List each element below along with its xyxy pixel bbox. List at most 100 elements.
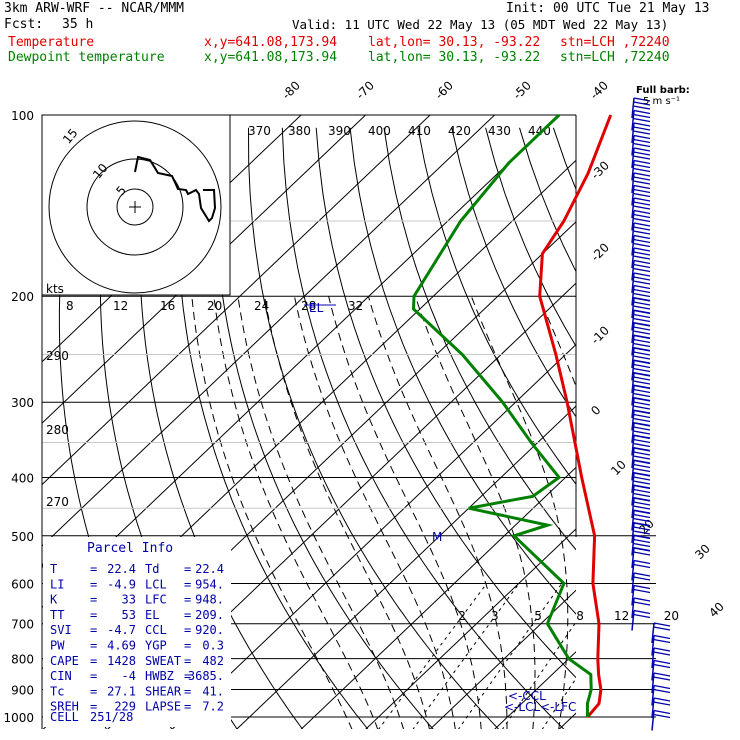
theta-label: 400 bbox=[368, 124, 391, 138]
moist-adiabat-line bbox=[213, 296, 379, 729]
wind-barb bbox=[631, 197, 651, 219]
speed-tick-label: 20 bbox=[207, 299, 222, 313]
temperature-xy: x,y=641.08,173.94 bbox=[204, 35, 338, 50]
wind-barb bbox=[651, 672, 671, 694]
parcel-key: SVI bbox=[50, 623, 72, 637]
isotherm-label: -20 bbox=[588, 240, 612, 264]
dry-adiabat-line bbox=[281, 127, 565, 729]
parcel-info-box: Parcel Info T = 22.4 Td = 22.4 LI = -4.9 LCL = 954.… bbox=[43, 537, 231, 727]
parcel-value: 209. bbox=[195, 608, 224, 622]
marker-m: M bbox=[432, 530, 442, 544]
isotherm-line bbox=[300, 466, 576, 729]
parcel-value: 22.4 bbox=[107, 562, 136, 576]
isotherm-line bbox=[494, 651, 576, 729]
parcel-key: YGP bbox=[145, 639, 167, 653]
fcst-value: 35 h bbox=[62, 17, 94, 32]
wind-barb bbox=[631, 597, 651, 619]
parcel-value: 948. bbox=[195, 593, 224, 607]
parcel-key: LAPSE bbox=[145, 700, 181, 714]
pressure-label-600: 600 bbox=[11, 577, 34, 591]
parcel-key: Td bbox=[145, 562, 159, 576]
pressure-label-700: 700 bbox=[11, 618, 34, 632]
hodograph-trace bbox=[134, 155, 217, 223]
parcel-eq: = bbox=[90, 562, 97, 576]
theta-label: 420 bbox=[448, 124, 471, 138]
parcel-key: EL bbox=[145, 608, 159, 622]
parcel-key: K bbox=[50, 593, 58, 607]
parcel-key: PW bbox=[50, 639, 65, 653]
parcel-cell-label: CELL bbox=[50, 710, 79, 724]
parcel-eq: = bbox=[184, 593, 191, 607]
marker-el: EL bbox=[309, 301, 324, 315]
mixing-ratio-line bbox=[458, 583, 563, 729]
parcel-value: 229 bbox=[114, 700, 136, 714]
isotherm-label: -10 bbox=[588, 323, 612, 347]
isotherm-label: 40 bbox=[706, 599, 727, 620]
dry-adiabat-line bbox=[587, 128, 740, 730]
pressure-label-200: 200 bbox=[11, 290, 34, 304]
mixing-ratio-label: 8 bbox=[576, 609, 584, 623]
mixing-ratio-lines bbox=[378, 583, 689, 729]
parcel-eq: = bbox=[90, 639, 97, 653]
parcel-key: CAPE bbox=[50, 654, 79, 668]
wind-barb bbox=[631, 184, 651, 206]
isotherm-label: 10 bbox=[608, 457, 629, 478]
mixing-ratio-line bbox=[594, 583, 689, 729]
dry-adiabat-line bbox=[176, 127, 369, 729]
parcel-eq: = bbox=[184, 562, 191, 576]
theta-labels: 370 380 390 400 410 420 430 440 bbox=[248, 124, 551, 138]
dewpoint-latlon: lat,lon= 30.13, -93.22 bbox=[368, 50, 541, 65]
theta-label: 430 bbox=[488, 124, 511, 138]
moist-adiabat-line bbox=[414, 296, 536, 729]
theta-label: 410 bbox=[408, 124, 431, 138]
moist-adiabat-line bbox=[328, 296, 482, 729]
hodograph-ring-15 bbox=[48, 120, 222, 294]
mixing-ratio-line bbox=[378, 583, 488, 729]
dewpoint-xy: x,y=641.08,173.94 bbox=[204, 50, 338, 65]
pressure-label-800: 800 bbox=[11, 653, 34, 667]
barb-key-line2: 5 m s⁻¹ bbox=[643, 96, 680, 107]
parcel-value: 41. bbox=[202, 684, 224, 698]
wind-barb bbox=[631, 609, 651, 631]
dewpoint-profile bbox=[411, 113, 593, 718]
moist-adiabat-lines bbox=[191, 296, 576, 729]
dry-adiabat-line bbox=[383, 127, 576, 551]
wind-barb bbox=[631, 259, 651, 281]
moist-adiabat-line bbox=[237, 296, 405, 729]
wind-barb bbox=[631, 97, 651, 119]
wind-barb bbox=[631, 247, 651, 269]
dry-adiabat-line bbox=[689, 128, 740, 730]
parcel-eq: = bbox=[90, 669, 97, 683]
parcel-eq: = bbox=[184, 654, 191, 668]
wind-barb bbox=[631, 559, 651, 581]
parcel-key: HWBZ bbox=[145, 669, 174, 683]
wind-barb bbox=[631, 234, 651, 256]
pressure-label-900: 900 bbox=[11, 683, 34, 697]
parcel-value: -4.7 bbox=[107, 623, 136, 637]
parcel-key: CIN bbox=[50, 669, 72, 683]
parcel-value: 0.3 bbox=[202, 639, 224, 653]
parcel-eq: = bbox=[184, 623, 191, 637]
hodograph-ring-10 bbox=[86, 158, 184, 256]
parcel-eq: = bbox=[90, 684, 97, 698]
dry-adiabat-label: 290 bbox=[46, 349, 69, 363]
wind-barb bbox=[631, 222, 651, 244]
hodograph-units: kts bbox=[46, 282, 64, 296]
parcel-value: 482 bbox=[202, 654, 224, 668]
parcel-eq: = bbox=[90, 577, 97, 591]
pressure-label-300: 300 bbox=[11, 396, 34, 410]
wind-barb bbox=[631, 109, 651, 131]
parcel-eq: = bbox=[90, 654, 97, 668]
isotherm-line bbox=[42, 115, 431, 486]
parcel-key: SWEAT bbox=[145, 654, 181, 668]
wind-barb bbox=[631, 272, 651, 294]
parcel-key: Tc bbox=[50, 684, 64, 698]
isotherm-label: -40 bbox=[587, 78, 611, 102]
dry-adiabat-line bbox=[417, 127, 576, 485]
wind-barb bbox=[651, 634, 671, 656]
marker-lfc: <-LFC bbox=[540, 700, 576, 714]
parcel-eq: = bbox=[184, 639, 191, 653]
wind-barbs bbox=[631, 97, 671, 731]
wind-barb bbox=[651, 622, 671, 644]
